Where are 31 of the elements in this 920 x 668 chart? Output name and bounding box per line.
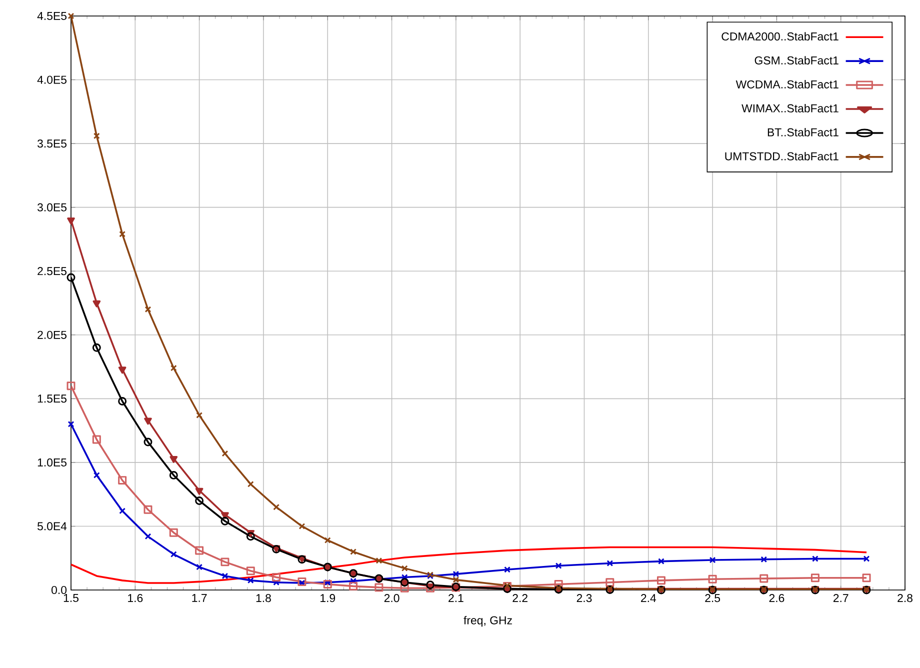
y-tick-label: 1.0E5 bbox=[38, 458, 66, 466]
x-tick-label: 2.1 bbox=[448, 594, 464, 602]
y-tick-label: 0.0 bbox=[52, 586, 67, 594]
legend-label: UMTSTDD..StabFact1 bbox=[725, 152, 838, 160]
y-tick-label: 3.5E5 bbox=[37, 139, 66, 148]
x-tick-label: 1.6 bbox=[128, 594, 143, 602]
y-tick-label: 5.0E4 bbox=[37, 522, 67, 530]
x-tick-label: 1.9 bbox=[320, 594, 336, 602]
y-tick-label: 2.0E5 bbox=[38, 330, 66, 339]
y-tick-label: 4.5E5 bbox=[37, 12, 66, 20]
x-tick-label: 2.4 bbox=[641, 594, 656, 602]
y-tick-label: 1.5E5 bbox=[38, 394, 66, 403]
y-tick-label: 2.5E5 bbox=[38, 267, 66, 276]
x-tick-label: 1.5 bbox=[64, 594, 78, 602]
x-tick-label: 1.7 bbox=[192, 594, 207, 602]
y-tick-label: 3.0E5 bbox=[37, 203, 66, 212]
legend-label: WIMAX..StabFact1 bbox=[742, 104, 838, 112]
x-tick-label: 1.8 bbox=[256, 594, 271, 602]
y-tick-label: 4.0E5 bbox=[37, 76, 66, 84]
x-tick-label: 2.2 bbox=[512, 594, 528, 602]
x-tick-label: 2.3 bbox=[576, 594, 592, 602]
legend-label: GSM..StabFact1 bbox=[754, 56, 838, 64]
x-tick-label: 2.7 bbox=[833, 594, 848, 602]
legend-label: WCDMA..StabFact1 bbox=[736, 80, 838, 88]
x-tick-label: 2.6 bbox=[769, 594, 784, 602]
x-axis-title: freq, GHz bbox=[464, 616, 512, 627]
legend-label: CDMA2000..StabFact1 bbox=[722, 32, 838, 41]
x-tick-label: 2.0 bbox=[384, 594, 400, 602]
x-tick-label: 2.8 bbox=[898, 594, 912, 602]
x-tick-label: 2.5 bbox=[705, 594, 720, 602]
legend-label: BT..StabFact1 bbox=[768, 128, 838, 136]
